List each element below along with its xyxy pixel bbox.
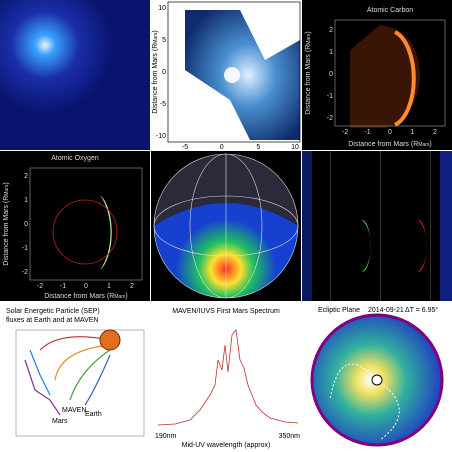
panel-carbon: Atomic Carbon Distance from Mars (RMars)…: [302, 0, 452, 150]
label: MAVEN: [62, 407, 86, 414]
x-end: 350nm: [279, 433, 301, 440]
tick-label: -1: [327, 93, 333, 100]
tick-label: -10: [156, 133, 166, 140]
panel-corona: Distance from Mars (RMars): [151, 0, 301, 150]
tick-label: 0: [388, 129, 392, 136]
title-line: fluxes at Earth and at MAVEN: [6, 317, 98, 324]
panel-spectrum: MAVEN/IUVS First Mars Spectrum 190nm 350…: [151, 302, 301, 452]
y-axis-label: Distance from Mars (RMars): [152, 30, 159, 113]
tick-label: -2: [37, 283, 43, 290]
x-axis-label: Distance from Mars (RMars): [348, 141, 431, 148]
panel-crescents: [302, 151, 452, 301]
y-axis-label: Distance from Mars (RMars): [3, 182, 10, 265]
tick-label: 2: [24, 173, 28, 180]
tick-label: -2: [22, 269, 28, 276]
tick-label: 1: [24, 197, 28, 204]
note: ΔT = 6.95°: [405, 306, 438, 314]
panel-title: Ecliptic Plane: [318, 307, 360, 314]
tick-label: 5: [256, 144, 260, 151]
panel-sep: Solar Energetic Particle (SEP) fluxes at…: [0, 302, 150, 452]
tick-label: 10: [158, 5, 166, 12]
tick-label: 0: [162, 69, 166, 76]
panel-title: MAVEN/IUVS First Mars Spectrum: [172, 308, 280, 315]
panel-title: Atomic Carbon: [367, 7, 413, 14]
tick-label: -1: [22, 245, 28, 252]
tick-label: 1: [329, 49, 333, 56]
panel-enlil: Ecliptic Plane 2014-09-21 ΔT = 6.95°: [302, 302, 452, 452]
tick-label: 2: [130, 283, 134, 290]
tick-label: 1: [411, 129, 415, 136]
tick-label: -5: [182, 144, 188, 151]
tick-label: -5: [160, 101, 166, 108]
panel-image: [0, 0, 150, 150]
y-axis-label: Distance from Mars (RMars): [305, 31, 312, 114]
panel-globe: [151, 151, 301, 301]
tick-label: 2: [329, 27, 333, 34]
x-start: 190nm: [155, 433, 177, 440]
tick-label: 5: [162, 37, 166, 44]
title-line: Solar Energetic Particle (SEP): [6, 308, 100, 315]
tick-label: -1: [60, 283, 66, 290]
tick-label: 0: [329, 71, 333, 78]
tick-label: 0: [220, 144, 224, 151]
panel-title: Atomic Oxygen: [51, 155, 99, 162]
tick-label: 2: [433, 129, 437, 136]
x-axis-label: Mid-UV wavelength (approx): [182, 442, 271, 449]
tick-label: 0: [24, 221, 28, 228]
tick-label: 10: [291, 144, 299, 151]
label: Earth: [85, 411, 102, 418]
tick-label: 1: [107, 283, 111, 290]
panel-oxygen: Atomic Oxygen Distance from Mars (RMars)…: [0, 151, 150, 301]
label: Mars: [52, 418, 68, 425]
tick-label: -2: [342, 129, 348, 136]
tick-label: 0: [84, 283, 88, 290]
tick-label: -2: [327, 115, 333, 122]
tick-label: -1: [364, 129, 370, 136]
date: 2014-09-21: [368, 307, 404, 314]
x-axis-label: Distance from Mars (RMars): [44, 293, 127, 300]
